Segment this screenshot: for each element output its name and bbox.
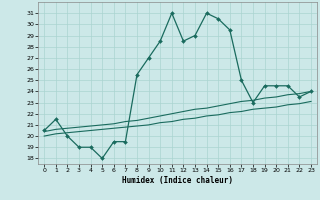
X-axis label: Humidex (Indice chaleur): Humidex (Indice chaleur) [122,176,233,185]
